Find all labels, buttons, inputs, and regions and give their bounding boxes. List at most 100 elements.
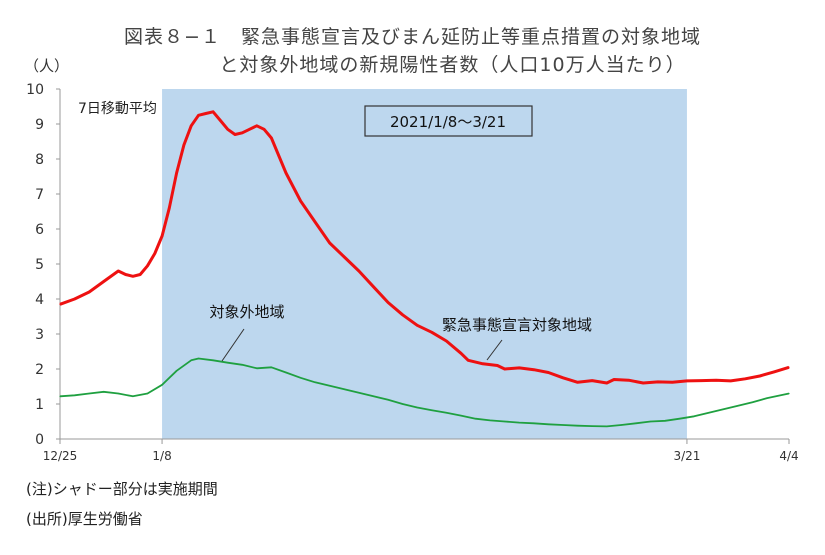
series-point xyxy=(73,394,76,396)
series-point xyxy=(103,280,105,283)
series-point xyxy=(256,367,258,369)
series-point xyxy=(402,314,404,316)
series-point xyxy=(547,371,550,374)
series-point xyxy=(146,265,149,267)
series-point xyxy=(387,399,389,401)
series-point xyxy=(372,395,375,397)
series-point xyxy=(759,375,761,377)
y-tick-label: 9 xyxy=(35,117,44,133)
period-label-box xyxy=(364,105,533,137)
series-point xyxy=(679,418,681,420)
series-point xyxy=(591,425,593,427)
series-point xyxy=(358,392,360,394)
series-point xyxy=(431,331,433,333)
period-label: 2021/1/8〜3/21 xyxy=(390,113,506,131)
series-point xyxy=(788,366,790,368)
series-point xyxy=(88,392,90,395)
series-point xyxy=(664,420,666,422)
series-point xyxy=(256,125,258,127)
series-point xyxy=(722,408,724,410)
series-point xyxy=(285,371,287,374)
series-point xyxy=(460,414,462,417)
series-point xyxy=(431,409,433,411)
series-point xyxy=(161,235,163,237)
series-point xyxy=(227,362,229,364)
series-point xyxy=(496,364,498,367)
series-point xyxy=(737,405,739,407)
series-point xyxy=(248,128,251,130)
series-point xyxy=(263,128,265,130)
series-point xyxy=(693,415,695,417)
series-point xyxy=(88,291,90,293)
series-point xyxy=(773,371,776,373)
chart-title-line-2: と対象外地域の新規陽性者数（人口10万人当たり） xyxy=(219,54,686,76)
annotation-emergency-areas: 緊急事態宣言対象地域 xyxy=(442,316,592,334)
shaded-period xyxy=(162,89,687,439)
line-chart: 0 1 2 3 4 5 6 7 8 9 10 12/25 1/8 3/21 4/4 7日移動平均 2021/1/… xyxy=(26,82,798,463)
series-point xyxy=(576,381,579,383)
series-point xyxy=(190,125,192,127)
series-point xyxy=(416,324,418,326)
y-tick-label: 6 xyxy=(35,222,44,238)
series-point xyxy=(628,379,630,381)
series-point xyxy=(241,132,243,134)
series-point xyxy=(270,366,273,368)
series-point xyxy=(59,303,61,305)
series-point xyxy=(241,364,243,366)
y-axis-unit-label: （人） xyxy=(24,57,70,75)
series-point xyxy=(576,425,579,427)
series-point xyxy=(299,200,302,202)
series-point xyxy=(227,128,229,130)
series-point xyxy=(387,301,389,304)
series-point xyxy=(649,420,652,423)
series-point xyxy=(59,395,61,397)
series-point xyxy=(183,144,185,146)
y-tick-label: 2 xyxy=(35,362,44,378)
series-point xyxy=(474,418,477,420)
series-point xyxy=(190,359,192,361)
series-point xyxy=(416,406,418,409)
series-point xyxy=(708,412,710,414)
series-point xyxy=(117,392,119,395)
series-point xyxy=(730,380,732,382)
series-point xyxy=(154,252,156,255)
y-tick-label: 3 xyxy=(35,327,44,343)
series-point xyxy=(329,242,331,244)
annotation-non-target-areas: 対象外地域 xyxy=(209,303,284,321)
series-point xyxy=(620,424,622,426)
annotation-leader-line xyxy=(486,339,503,361)
series-point xyxy=(176,370,178,372)
series-point xyxy=(489,419,491,422)
series-point xyxy=(635,422,637,424)
y-tick-label: 7 xyxy=(35,187,44,203)
footnote-shading: (注)シャドー部分は実施期間 xyxy=(26,480,218,498)
series-point xyxy=(751,401,754,403)
series-point xyxy=(285,172,287,174)
series-point xyxy=(460,352,462,354)
series-point xyxy=(533,369,535,371)
series-point xyxy=(533,422,535,424)
series-point xyxy=(547,423,550,425)
footnote-source: (出所)厚生労働省 xyxy=(26,510,143,528)
series-point xyxy=(518,367,520,369)
series-point xyxy=(343,256,345,258)
series-point xyxy=(657,381,659,383)
series-point xyxy=(562,377,564,379)
series-point xyxy=(117,270,119,272)
series-point xyxy=(482,363,484,365)
chart-title-line-1: 図表８−１ 緊急事態宣言及びまん延防止等重点措置の対象地域 xyxy=(124,26,701,48)
series-point xyxy=(358,270,360,272)
series-point xyxy=(270,137,273,139)
series-point xyxy=(146,392,149,395)
annotation-leader-line xyxy=(221,328,245,362)
series-point xyxy=(329,385,331,387)
series-point xyxy=(715,379,717,381)
series-point xyxy=(314,381,316,383)
y-tick-label: 8 xyxy=(35,152,44,168)
series-point xyxy=(132,275,134,277)
series-point xyxy=(700,379,703,382)
series-point xyxy=(139,273,141,276)
series-point xyxy=(788,392,790,395)
series-point xyxy=(402,403,404,405)
series-point xyxy=(197,357,200,360)
